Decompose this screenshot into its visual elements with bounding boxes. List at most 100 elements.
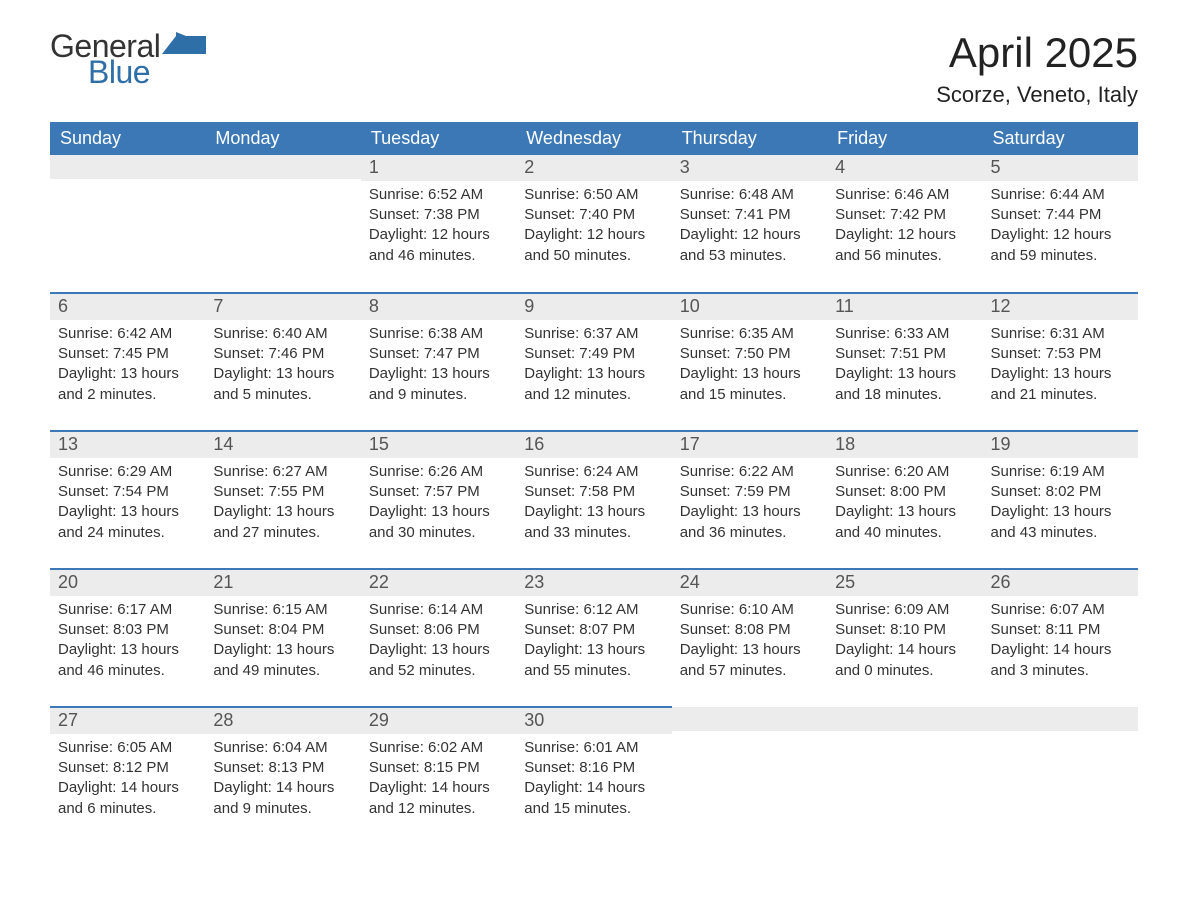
day-number: 15	[361, 432, 516, 458]
daylight-text: Daylight: 14 hours and 15 minutes.	[524, 778, 663, 819]
day-number: 21	[205, 570, 360, 596]
day-number: 14	[205, 432, 360, 458]
calendar-cell: 7Sunrise: 6:40 AMSunset: 7:46 PMDaylight…	[205, 293, 360, 431]
day-number: 30	[516, 708, 671, 734]
sunrise-text: Sunrise: 6:38 AM	[369, 324, 508, 344]
daylight-text: Daylight: 13 hours and 33 minutes.	[524, 502, 663, 543]
sunrise-text: Sunrise: 6:40 AM	[213, 324, 352, 344]
calendar-cell: 16Sunrise: 6:24 AMSunset: 7:58 PMDayligh…	[516, 431, 671, 569]
calendar-cell: 19Sunrise: 6:19 AMSunset: 8:02 PMDayligh…	[983, 431, 1138, 569]
calendar-cell: 12Sunrise: 6:31 AMSunset: 7:53 PMDayligh…	[983, 293, 1138, 431]
sunset-text: Sunset: 8:03 PM	[58, 620, 197, 640]
calendar-cell: 8Sunrise: 6:38 AMSunset: 7:47 PMDaylight…	[361, 293, 516, 431]
daylight-text: Daylight: 13 hours and 27 minutes.	[213, 502, 352, 543]
day-number: 8	[361, 294, 516, 320]
day-details: Sunrise: 6:12 AMSunset: 8:07 PMDaylight:…	[516, 596, 671, 685]
calendar-table: Sunday Monday Tuesday Wednesday Thursday…	[50, 122, 1138, 845]
calendar-cell: 5Sunrise: 6:44 AMSunset: 7:44 PMDaylight…	[983, 155, 1138, 293]
sunset-text: Sunset: 7:55 PM	[213, 482, 352, 502]
day-details: Sunrise: 6:35 AMSunset: 7:50 PMDaylight:…	[672, 320, 827, 409]
day-details: Sunrise: 6:20 AMSunset: 8:00 PMDaylight:…	[827, 458, 982, 547]
sunrise-text: Sunrise: 6:24 AM	[524, 462, 663, 482]
sunrise-text: Sunrise: 6:01 AM	[524, 738, 663, 758]
weekday-header-row: Sunday Monday Tuesday Wednesday Thursday…	[50, 122, 1138, 155]
calendar-cell: 25Sunrise: 6:09 AMSunset: 8:10 PMDayligh…	[827, 569, 982, 707]
sunrise-text: Sunrise: 6:14 AM	[369, 600, 508, 620]
daylight-text: Daylight: 13 hours and 40 minutes.	[835, 502, 974, 543]
daylight-text: Daylight: 14 hours and 3 minutes.	[991, 640, 1130, 681]
sunrise-text: Sunrise: 6:50 AM	[524, 185, 663, 205]
day-details: Sunrise: 6:29 AMSunset: 7:54 PMDaylight:…	[50, 458, 205, 547]
sunrise-text: Sunrise: 6:12 AM	[524, 600, 663, 620]
calendar-cell	[50, 155, 205, 293]
sunset-text: Sunset: 8:07 PM	[524, 620, 663, 640]
sunrise-text: Sunrise: 6:02 AM	[369, 738, 508, 758]
calendar-cell: 11Sunrise: 6:33 AMSunset: 7:51 PMDayligh…	[827, 293, 982, 431]
daylight-text: Daylight: 13 hours and 24 minutes.	[58, 502, 197, 543]
day-number: 23	[516, 570, 671, 596]
day-number: 12	[983, 294, 1138, 320]
day-details: Sunrise: 6:02 AMSunset: 8:15 PMDaylight:…	[361, 734, 516, 823]
sunrise-text: Sunrise: 6:26 AM	[369, 462, 508, 482]
sunrise-text: Sunrise: 6:42 AM	[58, 324, 197, 344]
day-number: 7	[205, 294, 360, 320]
calendar-cell: 22Sunrise: 6:14 AMSunset: 8:06 PMDayligh…	[361, 569, 516, 707]
logo-text-blue: Blue	[88, 56, 206, 88]
daylight-text: Daylight: 14 hours and 6 minutes.	[58, 778, 197, 819]
weekday-header: Monday	[205, 122, 360, 155]
calendar-cell: 14Sunrise: 6:27 AMSunset: 7:55 PMDayligh…	[205, 431, 360, 569]
sunrise-text: Sunrise: 6:29 AM	[58, 462, 197, 482]
daylight-text: Daylight: 13 hours and 49 minutes.	[213, 640, 352, 681]
day-details: Sunrise: 6:27 AMSunset: 7:55 PMDaylight:…	[205, 458, 360, 547]
day-details: Sunrise: 6:46 AMSunset: 7:42 PMDaylight:…	[827, 181, 982, 270]
sunrise-text: Sunrise: 6:05 AM	[58, 738, 197, 758]
day-details: Sunrise: 6:33 AMSunset: 7:51 PMDaylight:…	[827, 320, 982, 409]
calendar-cell: 29Sunrise: 6:02 AMSunset: 8:15 PMDayligh…	[361, 707, 516, 845]
day-details: Sunrise: 6:44 AMSunset: 7:44 PMDaylight:…	[983, 181, 1138, 270]
day-number: 6	[50, 294, 205, 320]
day-number: 25	[827, 570, 982, 596]
day-number	[205, 155, 360, 179]
calendar-cell: 4Sunrise: 6:46 AMSunset: 7:42 PMDaylight…	[827, 155, 982, 293]
weekday-header: Thursday	[672, 122, 827, 155]
calendar-week-row: 6Sunrise: 6:42 AMSunset: 7:45 PMDaylight…	[50, 293, 1138, 431]
sunrise-text: Sunrise: 6:10 AM	[680, 600, 819, 620]
calendar-cell: 10Sunrise: 6:35 AMSunset: 7:50 PMDayligh…	[672, 293, 827, 431]
month-title: April 2025	[936, 30, 1138, 76]
daylight-text: Daylight: 13 hours and 57 minutes.	[680, 640, 819, 681]
sunset-text: Sunset: 7:54 PM	[58, 482, 197, 502]
sunset-text: Sunset: 8:00 PM	[835, 482, 974, 502]
sunrise-text: Sunrise: 6:31 AM	[991, 324, 1130, 344]
sunset-text: Sunset: 8:04 PM	[213, 620, 352, 640]
day-details: Sunrise: 6:19 AMSunset: 8:02 PMDaylight:…	[983, 458, 1138, 547]
calendar-cell: 17Sunrise: 6:22 AMSunset: 7:59 PMDayligh…	[672, 431, 827, 569]
day-number: 4	[827, 155, 982, 181]
day-details: Sunrise: 6:14 AMSunset: 8:06 PMDaylight:…	[361, 596, 516, 685]
calendar-cell: 1Sunrise: 6:52 AMSunset: 7:38 PMDaylight…	[361, 155, 516, 293]
sunset-text: Sunset: 8:10 PM	[835, 620, 974, 640]
day-details: Sunrise: 6:42 AMSunset: 7:45 PMDaylight:…	[50, 320, 205, 409]
daylight-text: Daylight: 14 hours and 12 minutes.	[369, 778, 508, 819]
calendar-week-row: 1Sunrise: 6:52 AMSunset: 7:38 PMDaylight…	[50, 155, 1138, 293]
day-number: 1	[361, 155, 516, 181]
sunset-text: Sunset: 7:59 PM	[680, 482, 819, 502]
sunset-text: Sunset: 7:45 PM	[58, 344, 197, 364]
calendar-cell: 13Sunrise: 6:29 AMSunset: 7:54 PMDayligh…	[50, 431, 205, 569]
day-number	[983, 707, 1138, 731]
daylight-text: Daylight: 14 hours and 9 minutes.	[213, 778, 352, 819]
sunset-text: Sunset: 7:38 PM	[369, 205, 508, 225]
weekday-header: Saturday	[983, 122, 1138, 155]
logo-flag-icon	[162, 32, 206, 58]
day-number: 16	[516, 432, 671, 458]
sunrise-text: Sunrise: 6:09 AM	[835, 600, 974, 620]
day-details: Sunrise: 6:07 AMSunset: 8:11 PMDaylight:…	[983, 596, 1138, 685]
day-details: Sunrise: 6:38 AMSunset: 7:47 PMDaylight:…	[361, 320, 516, 409]
sunrise-text: Sunrise: 6:20 AM	[835, 462, 974, 482]
day-number: 13	[50, 432, 205, 458]
day-details: Sunrise: 6:01 AMSunset: 8:16 PMDaylight:…	[516, 734, 671, 823]
sunset-text: Sunset: 7:57 PM	[369, 482, 508, 502]
sunrise-text: Sunrise: 6:19 AM	[991, 462, 1130, 482]
day-details: Sunrise: 6:22 AMSunset: 7:59 PMDaylight:…	[672, 458, 827, 547]
sunrise-text: Sunrise: 6:33 AM	[835, 324, 974, 344]
sunset-text: Sunset: 7:41 PM	[680, 205, 819, 225]
